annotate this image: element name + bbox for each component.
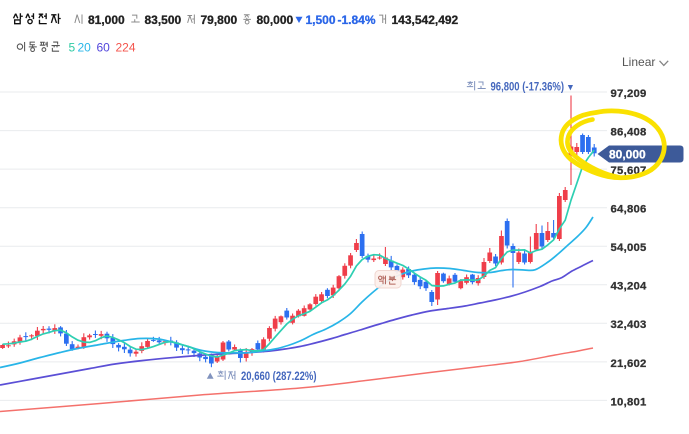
svg-text:54,005: 54,005 xyxy=(611,242,647,254)
svg-text:1,500: 1,500 xyxy=(306,13,336,27)
svg-text:60: 60 xyxy=(97,41,111,55)
svg-text:80,000: 80,000 xyxy=(257,13,294,27)
svg-text:80,000: 80,000 xyxy=(609,147,646,161)
svg-text:5: 5 xyxy=(69,41,76,55)
svg-text:224: 224 xyxy=(116,41,136,55)
svg-text:43,204: 43,204 xyxy=(611,281,648,293)
svg-text:143,542,492: 143,542,492 xyxy=(392,13,459,27)
svg-text:79,800: 79,800 xyxy=(201,13,238,27)
svg-text:10,801: 10,801 xyxy=(611,396,647,408)
svg-text:21,602: 21,602 xyxy=(611,358,647,370)
svg-text:81,000: 81,000 xyxy=(88,13,125,27)
svg-text:64,806: 64,806 xyxy=(611,204,647,216)
svg-text:86,408: 86,408 xyxy=(611,126,647,138)
svg-text:97,209: 97,209 xyxy=(611,88,647,100)
svg-text:-1.84%: -1.84% xyxy=(338,13,376,27)
svg-text:20: 20 xyxy=(78,41,92,55)
svg-text:83,500: 83,500 xyxy=(145,13,182,27)
svg-text:96,800 (-17.36%): 96,800 (-17.36%) xyxy=(491,82,565,94)
svg-text:20,660 (287.22%): 20,660 (287.22%) xyxy=(241,371,317,383)
svg-text:32,403: 32,403 xyxy=(611,319,647,331)
svg-text:Linear: Linear xyxy=(622,55,655,69)
